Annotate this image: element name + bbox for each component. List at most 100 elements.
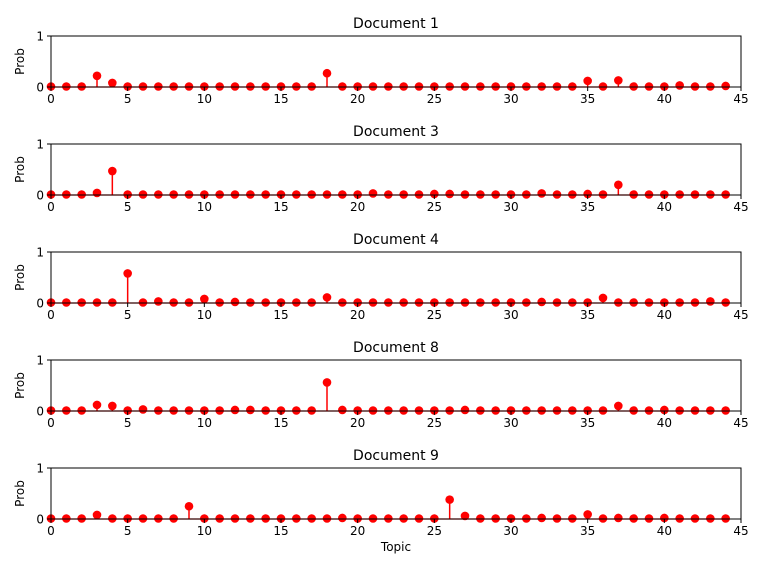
stem-marker <box>246 298 255 307</box>
stem-marker <box>353 406 362 415</box>
stem-marker <box>384 190 393 199</box>
stem-marker <box>368 298 378 307</box>
stem-marker <box>215 514 224 523</box>
stem-marker <box>215 82 224 91</box>
stem-marker <box>184 406 194 415</box>
stem-marker <box>62 514 71 523</box>
stem-marker <box>660 298 669 307</box>
subplot-1: Document 1 0 5 10 15 20 25 30 35 40 45 0 1 Prob <box>13 16 749 106</box>
stem-marker <box>230 82 240 91</box>
stem-marker <box>614 401 623 411</box>
stem-marker <box>123 514 132 523</box>
x-tick-label: 40 <box>657 416 672 430</box>
stem-marker <box>629 82 638 91</box>
stem-marker <box>644 298 654 307</box>
stem-marker <box>706 297 715 306</box>
stem-marker <box>184 501 194 511</box>
plot-frame <box>50 35 742 88</box>
x-tick-label: 20 <box>350 200 365 214</box>
stem-marker <box>368 189 378 198</box>
stem-marker <box>583 298 592 307</box>
stem-marker <box>706 514 715 523</box>
stem-marker <box>307 82 316 91</box>
stem-marker <box>200 294 209 304</box>
x-tick-label: 20 <box>350 308 365 322</box>
stem-marker <box>123 190 132 199</box>
subplot-2: Document 3 0 5 10 15 20 25 30 35 40 45 0 1 Prob <box>13 124 749 214</box>
stem-marker <box>92 71 102 81</box>
stem-marker <box>644 514 654 523</box>
x-tick-label: 35 <box>580 92 595 106</box>
stem-marker <box>138 190 148 199</box>
y-tick-label: 0 <box>36 405 44 419</box>
stem-marker <box>292 514 301 523</box>
stem-marker <box>552 190 562 199</box>
stem-marker <box>123 269 132 278</box>
stem-marker <box>62 406 71 415</box>
subplot-5: Document 9 0 5 10 15 20 25 30 35 40 45 0 1 Prob Topic <box>13 448 749 554</box>
x-tick-label: 10 <box>197 308 212 322</box>
stem-marker <box>460 82 470 91</box>
stem-marker <box>399 82 408 91</box>
y-axis-label: Prob <box>13 372 27 399</box>
y-axis-label: Prob <box>13 156 27 183</box>
stem-marker <box>552 514 562 523</box>
stem-marker <box>522 514 531 523</box>
stem-marker <box>690 514 700 523</box>
x-tick-label: 35 <box>580 308 595 322</box>
x-tick-label: 45 <box>733 416 748 430</box>
stem-marker <box>460 190 470 199</box>
stem-marker <box>537 513 546 523</box>
stem-marker <box>384 406 393 415</box>
stem-marker <box>261 514 270 523</box>
stem-marker <box>629 298 638 307</box>
stem-marker <box>230 514 240 523</box>
stem-marker <box>414 190 424 199</box>
stem-marker <box>353 514 362 523</box>
stem-marker <box>399 406 408 415</box>
stem-marker <box>537 82 546 91</box>
stem-marker <box>368 82 378 91</box>
stem-marker <box>384 82 393 91</box>
stem-marker <box>246 82 255 91</box>
x-axis-label: Topic <box>380 540 411 554</box>
chart-title: Document 1 <box>353 16 439 32</box>
stem-marker <box>276 406 286 415</box>
stem-marker <box>169 406 178 415</box>
stem-marker <box>445 82 454 91</box>
stem-marker <box>368 406 378 415</box>
stem-marker <box>108 514 117 523</box>
stem-marker <box>276 82 286 91</box>
stem-marker <box>460 511 470 521</box>
stem-marker <box>62 82 71 91</box>
stem-marker <box>322 514 332 523</box>
x-tick-label: 0 <box>47 524 55 538</box>
stem-marker <box>583 76 592 86</box>
stem-marker <box>660 405 669 415</box>
stem-marker <box>675 514 684 523</box>
stem-marker <box>430 514 439 523</box>
x-tick-label: 40 <box>657 92 672 106</box>
stem-marker <box>353 298 362 307</box>
y-axis-label: Prob <box>13 48 27 75</box>
stem-marker <box>506 190 516 199</box>
y-tick-label: 0 <box>36 297 44 311</box>
stem-marker <box>614 180 623 190</box>
stem-marker <box>690 190 700 199</box>
x-tick-label: 5 <box>124 524 132 538</box>
x-tick-label: 5 <box>124 308 132 322</box>
stem-marker <box>353 190 362 199</box>
stem-marker <box>614 298 623 307</box>
stem-marker <box>568 298 577 307</box>
x-tick-label: 15 <box>273 200 288 214</box>
stem-marker <box>276 514 286 523</box>
stem-marker <box>644 82 654 91</box>
stem-marker <box>690 298 700 307</box>
stem-marker <box>62 298 71 307</box>
stem-marker <box>476 190 485 199</box>
x-tick-label: 45 <box>733 308 748 322</box>
stem-marker <box>154 514 163 523</box>
stem-marker <box>154 297 163 306</box>
stem-marker <box>399 514 408 523</box>
